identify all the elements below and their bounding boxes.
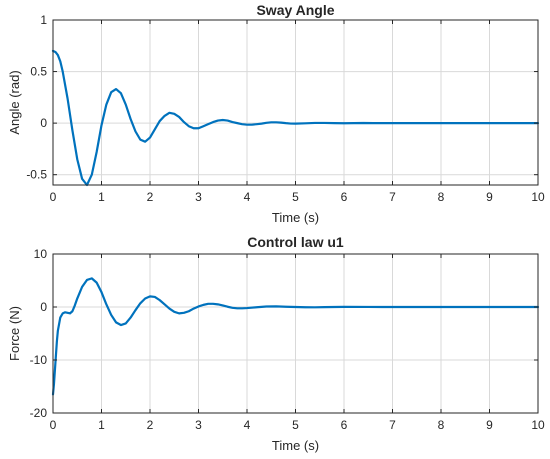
chart-title: Control law u1 bbox=[247, 234, 344, 250]
y-tick-label: 10 bbox=[34, 247, 48, 261]
x-axis-label: Time (s) bbox=[272, 210, 319, 225]
y-tick-label: 0.5 bbox=[30, 65, 47, 79]
x-tick-label: 2 bbox=[147, 190, 154, 204]
x-tick-label: 7 bbox=[389, 418, 396, 432]
x-tick-label: 5 bbox=[292, 190, 299, 204]
y-tick-label: -0.5 bbox=[26, 168, 47, 182]
x-tick-label: 4 bbox=[244, 418, 251, 432]
y-tick-label: 1 bbox=[40, 13, 47, 27]
x-tick-label: 7 bbox=[389, 190, 396, 204]
y-tick-label: -20 bbox=[30, 406, 48, 420]
x-tick-label: 8 bbox=[438, 418, 445, 432]
y-axis-label: Angle (rad) bbox=[7, 70, 22, 134]
y-tick-label: -10 bbox=[30, 353, 48, 367]
series-line bbox=[51, 277, 540, 396]
x-tick-label: 1 bbox=[98, 418, 105, 432]
y-tick-label: 0 bbox=[40, 116, 47, 130]
x-tick-label: 3 bbox=[195, 190, 202, 204]
y-axis-label: Force (N) bbox=[7, 306, 22, 361]
x-axis-label: Time (s) bbox=[272, 438, 319, 453]
chart-title: Sway Angle bbox=[256, 2, 334, 18]
x-tick-label: 3 bbox=[195, 418, 202, 432]
x-tick-label: 4 bbox=[244, 190, 251, 204]
control-law-chart: 0 1 2 3 4 5 6 7 8 9 10 -20 -10 0 10 Control law u1 Time … bbox=[7, 234, 545, 453]
x-tick-label: 0 bbox=[50, 418, 57, 432]
x-tick-label: 9 bbox=[486, 190, 493, 204]
x-tick-label: 6 bbox=[341, 190, 348, 204]
x-tick-label: 8 bbox=[438, 190, 445, 204]
x-tick-label: 1 bbox=[98, 190, 105, 204]
series-line bbox=[51, 49, 540, 187]
x-tick-label: 9 bbox=[486, 418, 493, 432]
x-tick-label: 5 bbox=[292, 418, 299, 432]
y-tick-label: 0 bbox=[40, 300, 47, 314]
x-tick-label: 10 bbox=[531, 190, 545, 204]
x-tick-label: 2 bbox=[147, 418, 154, 432]
x-tick-label: 10 bbox=[531, 418, 545, 432]
x-tick-label: 6 bbox=[341, 418, 348, 432]
x-tick-label: 0 bbox=[50, 190, 57, 204]
